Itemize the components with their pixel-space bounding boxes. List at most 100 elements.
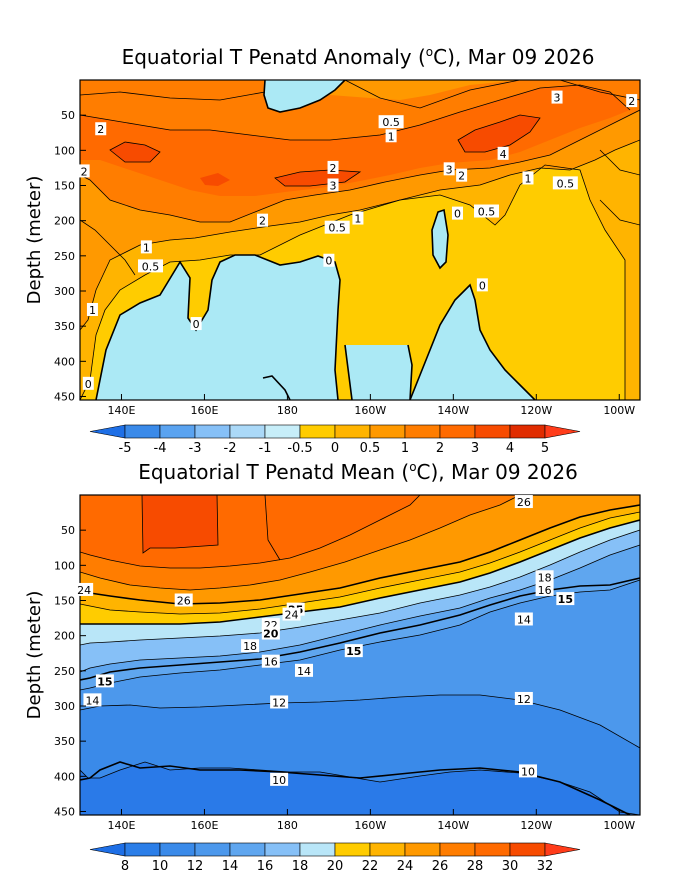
anomaly-contour-label-bg [323,253,335,267]
mean-contour-label-bg [174,593,193,607]
anomaly-colorbar-swatch [474,424,511,439]
mean-colorbar: 8 10 12 14 16 18 20 22 24 26 28 30 32 [89,842,581,874]
anomaly-y-tick-label: 150 [54,179,75,192]
mean-fill [80,495,640,815]
mean-contour-label: 26 [517,496,531,509]
anomaly-contour-label-bg [385,129,397,143]
mean-y-tick-label: 50 [61,524,75,537]
mean-contour-label: 14 [85,694,99,707]
mean-contour-label-bg [514,495,533,509]
mean-colorbar-label: 30 [502,859,519,874]
anomaly-contour-label: 1 [525,172,532,185]
mean-colorbar-label: 32 [537,859,554,874]
anomaly-colorbar-swatch [299,424,336,439]
mean-contour-label-bg [270,695,289,709]
anomaly-colorbar-label: -3 [189,441,202,456]
mean-contour-label: 18 [538,571,552,584]
anomaly-contour-label: 4 [500,148,507,161]
anomaly-contour-label-bg [327,178,339,192]
anomaly-contour-label: 3 [446,163,453,176]
anomaly-axis-ticks: 140E 160E 180 160W 140W 120W 100W5010015020025… [54,109,635,417]
anomaly-plot-frame [79,79,641,401]
mean-title: Equatorial T Penatd Mean (oC), Mar 09 20… [138,460,578,484]
mean-colorbar-label: 8 [121,859,129,874]
anomaly-cold-right [410,285,535,400]
mean-contour-label-bg [519,764,537,778]
anomaly-colorbar-swatch [124,424,161,439]
mean-contour-label: 14 [297,665,311,678]
anomaly-y-tick-label: 350 [54,320,75,333]
mean-contour-label-bg [344,644,363,658]
anomaly-contour-label: 1 [89,304,96,317]
anomaly-contour-label: 2 [97,123,104,136]
anomaly-colorbar-label: -4 [154,441,167,456]
anomaly-contour-label-bg [552,176,578,190]
mean-y-tick-label: 250 [54,665,75,678]
mean-x-tick-label: 100W [603,819,635,832]
anomaly-colorbar-swatch [229,424,266,439]
anomaly-contour-label: 0.5 [557,177,575,190]
anomaly-contour-label-bg [324,220,350,234]
mean-contour-label: 20 [263,628,279,641]
mean-contours [80,495,640,815]
mean-colorbar-swatch [404,842,441,857]
mean-colorbar-swatch [159,842,196,857]
anomaly-title: Equatorial T Penatd Anomaly (oC), Mar 09… [122,45,595,69]
anomaly-y-tick-label: 400 [54,355,75,368]
mean-contour-label-bg [295,663,313,677]
mean-contour-label: 26 [177,594,191,607]
anomaly-x-tick-label: 160E [190,404,218,417]
anomaly-contour-label-bg [497,146,509,160]
mean-contour-label-bg [535,570,554,584]
anomaly-y-tick-label: 450 [54,390,75,403]
anomaly-colorbar-swatch [334,424,371,439]
anomaly-colorbar-swatch [404,424,441,439]
anomaly-cold-small [263,376,290,400]
anomaly-colorbar-label: 1 [401,441,409,456]
mean-colorbar-label: 18 [292,859,309,874]
mean-contour-label: 10 [521,765,535,778]
anomaly-x-tick-label: 160W [354,404,386,417]
anomaly-zero-contours [95,80,536,400]
anomaly-colorbar-arrow-high [544,424,581,439]
anomaly-contour-label: 2 [259,215,266,228]
anomaly-colorbar: -5 -4 -3 -2 -1 -0.5 0 0.5 1 2 3 4 5 [89,424,581,456]
anomaly-field-4-5c [200,173,230,186]
anomaly-contour-label: 1 [143,241,150,254]
mean-y-axis-label: Depth (meter) [24,591,45,720]
anomaly-contour-label-bg [138,259,164,273]
anomaly-contour-label-bg [140,240,152,254]
anomaly-colorbar-label: 4 [506,441,514,456]
anomaly-contour-label-bg [456,168,468,182]
anomaly-contour-label-bg [95,122,107,136]
anomaly-contour-label: 0.5 [478,206,496,219]
anomaly-contour-label-bg [522,171,534,185]
mean-y-tick-label: 450 [54,805,75,818]
mean-contour-label: 18 [243,640,257,653]
mean-contour-label-bg [535,582,554,596]
anomaly-colorbar-swatch [194,424,231,439]
anomaly-contour-label: 2 [628,95,635,108]
anomaly-contour-label-bg [626,94,638,108]
anomaly-contour-label-bg [443,162,455,176]
anomaly-contour-label-bg [86,302,98,316]
mean-contour-label-bg [261,626,280,640]
mean-contour-label: 16 [538,584,552,597]
anomaly-colorbar-arrow-low [89,424,126,439]
mean-colorbar-swatch [264,842,301,857]
mean-colorbar-label: 24 [397,859,414,874]
mean-colorbar-swatch [369,842,406,857]
anomaly-panel: Equatorial T Penatd Anomaly (oC), Mar 09… [24,45,641,456]
mean-colorbar-swatch [334,842,371,857]
anomaly-contour-label-bg [78,164,90,178]
mean-contour-label: 15 [558,593,573,606]
anomaly-colorbar-label: -5 [119,441,132,456]
anomaly-contour-label: 3 [330,179,337,192]
mean-colorbar-label: 26 [432,859,449,874]
mean-contour-label: 14 [517,613,531,626]
anomaly-field-4-5 [458,115,540,152]
mean-x-tick-label: 160W [354,819,386,832]
mean-y-tick-label: 200 [54,630,75,643]
anomaly-contour-label: 2 [330,162,337,175]
mean-x-tick-label: 120W [520,819,552,832]
